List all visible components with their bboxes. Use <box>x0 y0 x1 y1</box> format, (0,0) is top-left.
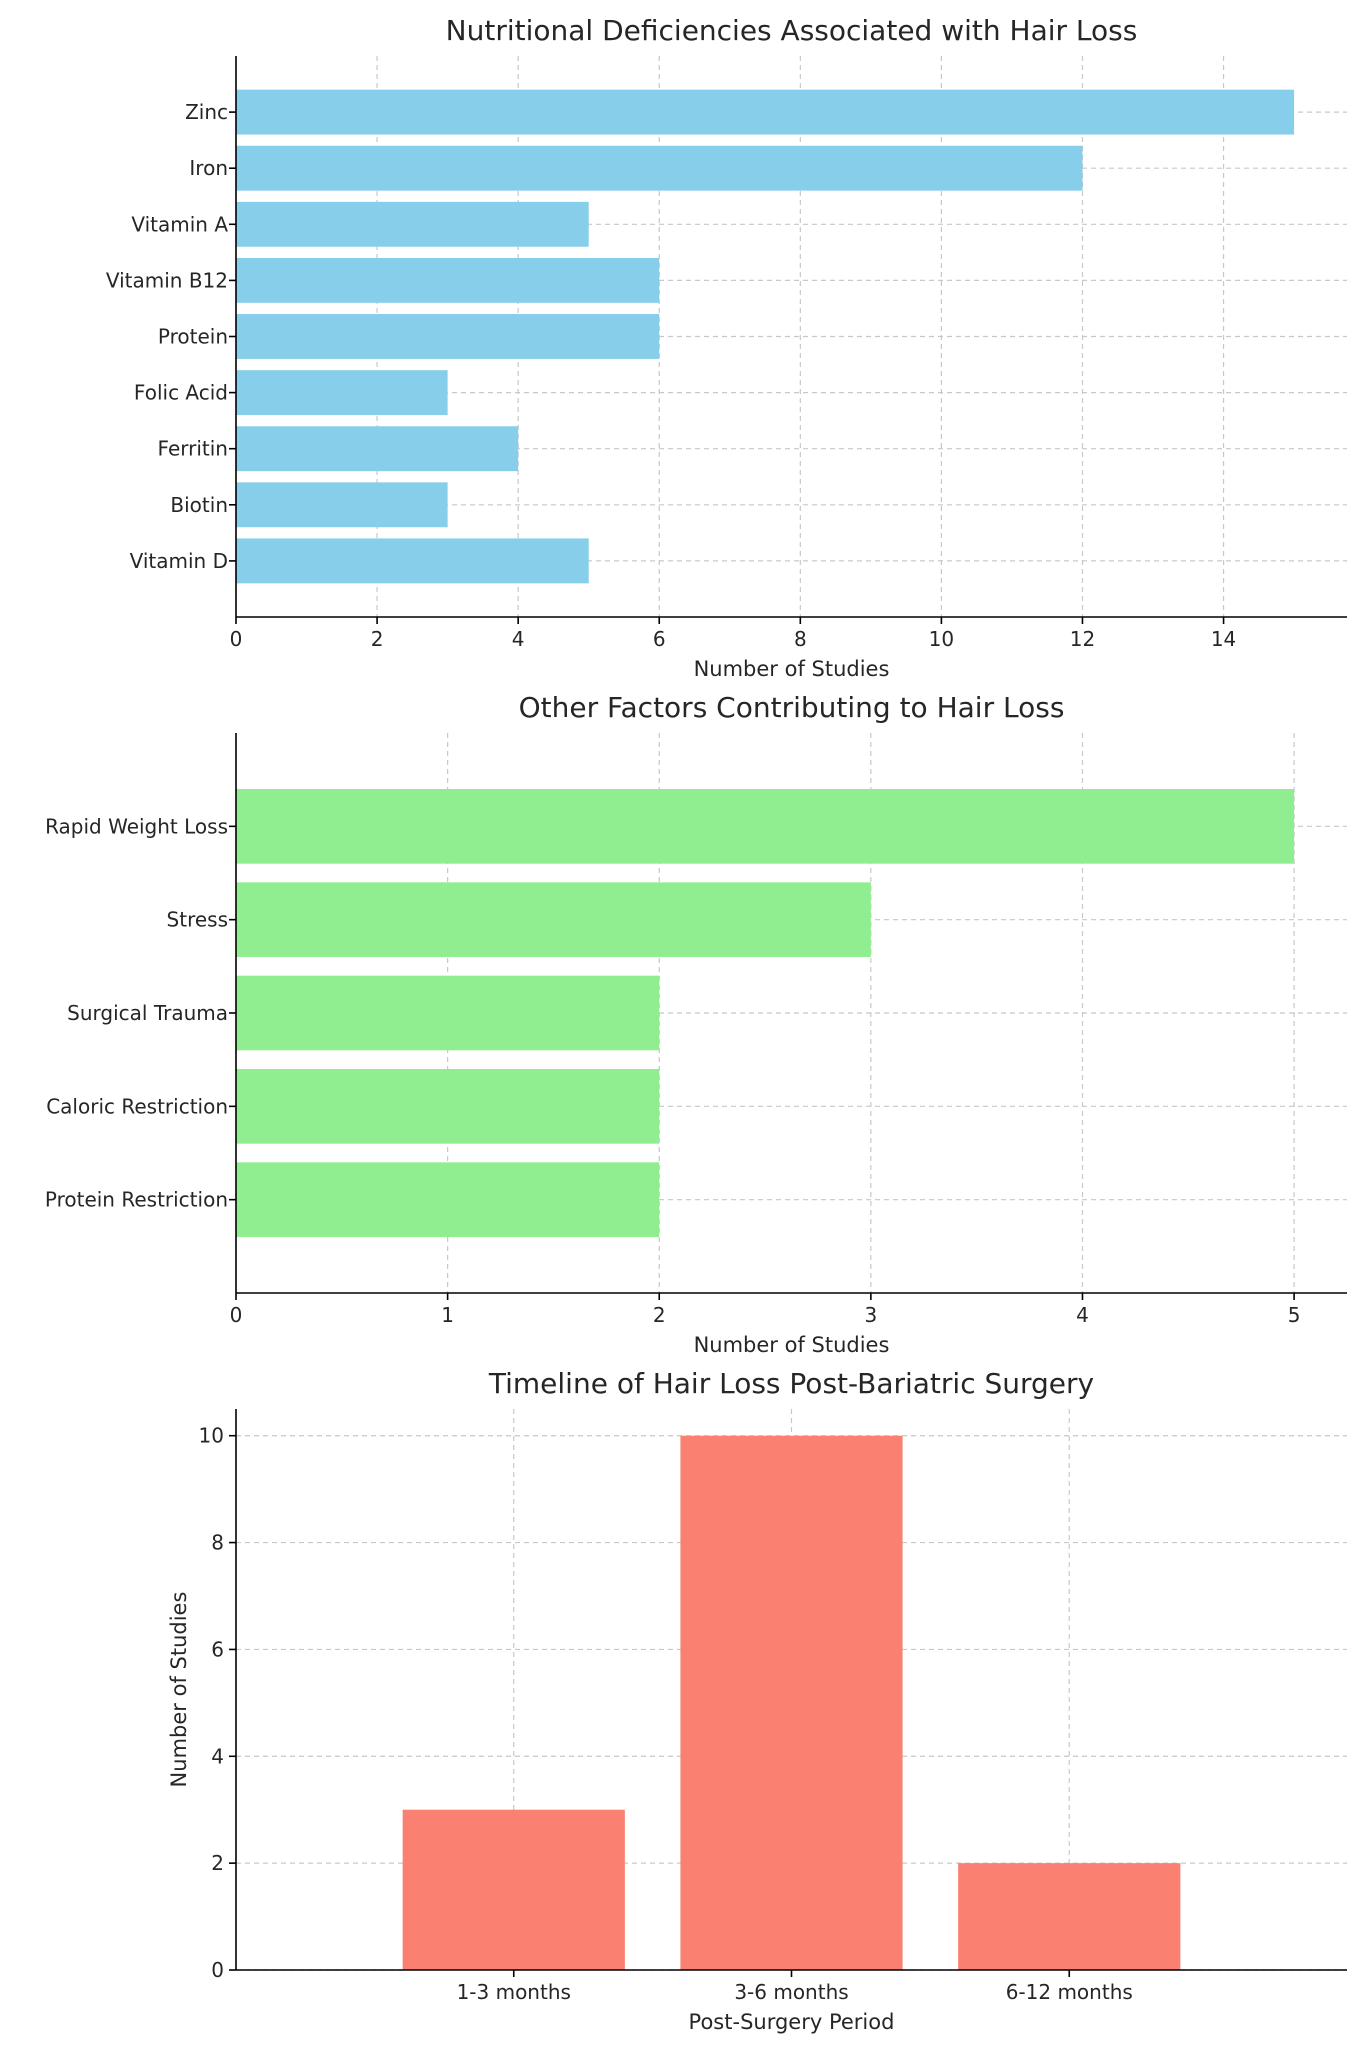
x-tick-label: 10 <box>929 627 954 651</box>
bar-surgical-trauma <box>236 975 660 1051</box>
chart-title: Other Factors Contributing to Hair Loss <box>519 691 1065 724</box>
x-tick-label: 3 <box>864 1303 877 1327</box>
x-tick-label: 12 <box>1070 627 1095 651</box>
y-tick-label: Caloric Restriction <box>46 1094 228 1118</box>
bar-stress <box>236 882 871 957</box>
y-tick-label: Zinc <box>185 100 228 124</box>
chart-3: 0 2 4 6 8 10 1-3 months 3-6 months 6-12 months Po… <box>167 1367 1347 2034</box>
chart-2: 0 1 2 3 4 5 Rapid Weight Loss Stress Surgical Tr… <box>45 691 1347 1357</box>
y-tick-label: Rapid Weight Loss <box>45 814 228 838</box>
bar-ferritin <box>236 426 519 472</box>
x-tick-label: 1-3 months <box>457 1980 571 2004</box>
x-tick-label: 8 <box>794 627 807 651</box>
y-tick-label: Iron <box>189 156 228 180</box>
bar-6-12-months <box>958 1863 1181 1970</box>
chart-1: 0 2 4 6 8 10 12 14 Zinc Iron Vitamin A Vitamin B12 P… <box>106 14 1347 681</box>
y-tick-label: 8 <box>211 1531 224 1555</box>
x-tick-label: 0 <box>230 1303 243 1327</box>
y-tick-label: Vitamin A <box>131 212 228 236</box>
y-tick-label: Protein Restriction <box>45 1188 228 1212</box>
x-tick-label: 2 <box>653 1303 666 1327</box>
bar-iron <box>236 145 1083 191</box>
x-axis-label: Number of Studies <box>694 1333 890 1357</box>
bar-1-3-months <box>402 1809 625 1970</box>
bar-vitamin-b12 <box>236 257 660 303</box>
x-tick-label: 6-12 months <box>1006 1980 1133 2004</box>
bar-protein <box>236 314 660 359</box>
y-tick-label: Folic Acid <box>134 381 228 405</box>
x-tick-label: 0 <box>230 627 243 651</box>
y-tick-label: Surgical Trauma <box>67 1001 228 1025</box>
y-tick-label: 2 <box>211 1851 224 1875</box>
x-tick-label: 2 <box>371 627 384 651</box>
x-tick-label: 6 <box>653 627 666 651</box>
x-tick-label: 4 <box>1076 1303 1089 1327</box>
y-tick-label: 4 <box>211 1744 224 1768</box>
y-tick-label: Vitamin D <box>130 549 228 573</box>
bar-3-6-months <box>680 1435 903 1970</box>
bar-protein-restriction <box>236 1162 660 1237</box>
bar-vitamin-d <box>236 538 589 584</box>
y-tick-label: 10 <box>199 1424 224 1448</box>
bar-zinc <box>236 89 1295 135</box>
x-tick-label: 1 <box>441 1303 454 1327</box>
x-axis-label: Post-Surgery Period <box>689 2010 895 2034</box>
x-tick-label: 3-6 months <box>734 1980 848 2004</box>
bar-vitamin-a <box>236 201 589 247</box>
y-tick-label: 6 <box>211 1637 224 1661</box>
chart-title: Timeline of Hair Loss Post-Bariatric Sur… <box>488 1367 1094 1400</box>
bar-caloric-restriction <box>236 1069 660 1144</box>
chart-title: Nutritional Deficiencies Associated with… <box>446 14 1138 47</box>
y-axis-label: Number of Studies <box>167 1592 191 1788</box>
y-tick-label: Stress <box>167 908 228 932</box>
bar-rapid-weight-loss <box>236 789 1295 864</box>
x-tick-label: 4 <box>512 627 525 651</box>
x-tick-label: 14 <box>1211 627 1236 651</box>
y-tick-label: Ferritin <box>158 437 228 461</box>
y-tick-label: Vitamin B12 <box>106 268 228 292</box>
bar-biotin <box>236 482 448 528</box>
y-tick-label: Biotin <box>170 493 228 517</box>
x-tick-label: 5 <box>1288 1303 1301 1327</box>
bar-folic-acid <box>236 370 448 416</box>
y-tick-label: Protein <box>158 325 228 349</box>
y-tick-label: 0 <box>211 1958 224 1982</box>
x-axis-label: Number of Studies <box>694 657 890 681</box>
